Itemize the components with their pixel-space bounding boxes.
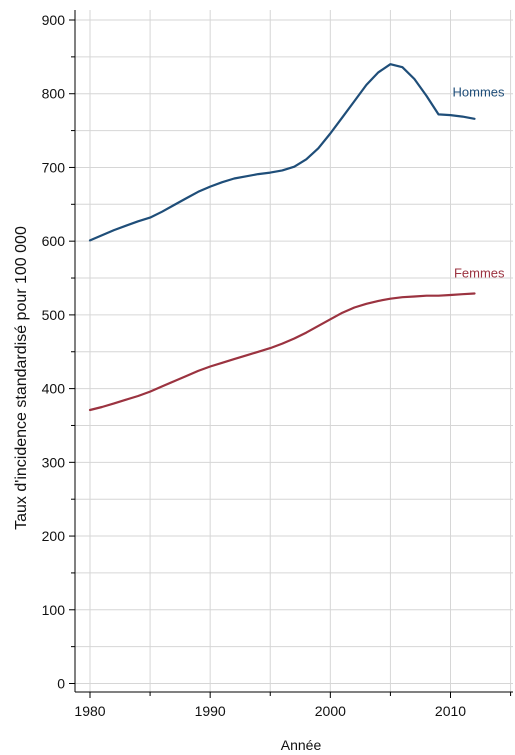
- x-tick-label: 2010: [435, 703, 466, 719]
- y-tick-label: 100: [42, 602, 66, 618]
- series-labels: Hommes Femmes: [453, 84, 506, 280]
- series-line-hommes: [88, 63, 476, 242]
- y-tick-label: 600: [42, 233, 66, 249]
- x-tick-label: 2000: [315, 703, 346, 719]
- grid: [75, 10, 513, 692]
- y-tick-label: 500: [42, 307, 66, 323]
- y-tick-label: 900: [42, 12, 66, 28]
- x-tick-label: 1980: [74, 703, 105, 719]
- series-line-femmes: [88, 292, 476, 412]
- y-tick-label: 400: [42, 381, 66, 397]
- series-lines: [88, 63, 476, 412]
- y-tick-label: 700: [42, 159, 66, 175]
- y-tick-label: 800: [42, 86, 66, 102]
- y-tick-label: 200: [42, 528, 66, 544]
- series-label-hommes: Hommes: [453, 84, 506, 99]
- ticks: 0 100 200 300 400 500 600 700 800 900 1980 1990 2000…: [42, 12, 512, 719]
- axes: [74, 10, 513, 693]
- x-tick-label: 1990: [195, 703, 226, 719]
- y-axis-label: Taux d'incidence standardisé pour 100 00…: [13, 226, 30, 530]
- y-tick-label: 300: [42, 454, 66, 470]
- y-tick-label: 0: [57, 676, 65, 692]
- series-label-femmes: Femmes: [454, 266, 505, 281]
- x-axis-label: Année: [281, 737, 322, 753]
